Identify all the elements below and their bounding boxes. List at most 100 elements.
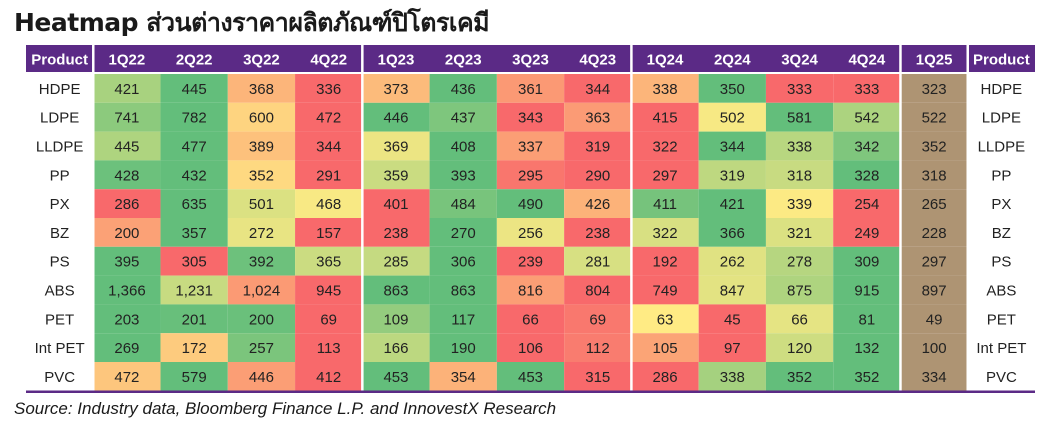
cell-value: 322 [653, 139, 678, 156]
heatmap-cell [631, 74, 699, 103]
heatmap-cell [698, 275, 766, 305]
cell-value: 363 [585, 110, 610, 127]
header-quarter-3Q24: 3Q24 [781, 52, 818, 69]
cell-value: 437 [451, 110, 476, 127]
heatmap-cell [227, 218, 296, 247]
cell-value: 333 [787, 81, 812, 98]
cell-value: 741 [114, 110, 139, 127]
heatmap-cell [93, 131, 161, 161]
cell-value: 600 [249, 110, 274, 127]
heatmap-cell [362, 275, 430, 305]
header-quarter-1Q23: 1Q23 [378, 52, 415, 69]
cell-value: 286 [653, 369, 678, 386]
cell-value: 359 [383, 167, 408, 184]
heatmap-cell [900, 275, 968, 305]
heatmap-cell [765, 362, 834, 391]
cell-value: 157 [316, 225, 341, 242]
cell-value: 579 [182, 369, 207, 386]
heatmap-cell [295, 304, 363, 334]
heatmap-cell [496, 74, 565, 103]
heatmap-cell [900, 189, 968, 218]
heatmap-cell [93, 160, 161, 190]
cell-value: 897 [922, 283, 947, 300]
heatmap-cell [631, 102, 699, 132]
cell-value: 344 [720, 139, 745, 156]
heatmap-cell [429, 160, 497, 190]
heatmap-cell [93, 102, 161, 132]
cell-value: 265 [922, 196, 947, 213]
cell-value: 1,366 [108, 283, 146, 300]
heatmap-cell [496, 160, 565, 190]
heatmap-cell [362, 131, 430, 161]
row-label-right-pet: PET [987, 311, 1016, 328]
heatmap-cell [429, 189, 497, 218]
header-quarter-4Q23: 4Q23 [579, 52, 616, 69]
cell-value: 238 [585, 225, 610, 242]
heatmap-cell [496, 304, 565, 334]
cell-value: 239 [518, 254, 543, 271]
heatmap-cell [833, 275, 901, 305]
heatmap-cell [227, 275, 296, 305]
heatmap-cell [900, 102, 968, 132]
heatmap-cell [631, 131, 699, 161]
cell-value: 338 [787, 139, 812, 156]
heatmap-cell [93, 333, 161, 362]
heatmap-cell [295, 74, 363, 103]
cell-value: 421 [114, 81, 139, 98]
cell-value: 286 [114, 196, 139, 213]
row-label-right-lldpe: LLDPE [978, 139, 1026, 156]
heatmap-cell [227, 131, 296, 161]
cell-value: 446 [383, 110, 408, 127]
heatmap-cell [429, 131, 497, 161]
row-label-right-bz: BZ [992, 225, 1011, 242]
heatmap-cell [833, 333, 901, 362]
heatmap-cell [362, 362, 430, 391]
heatmap-cell [227, 102, 296, 132]
header-quarter-1Q22: 1Q22 [109, 52, 146, 69]
cell-value: 295 [518, 167, 543, 184]
cell-value: 408 [451, 139, 476, 156]
cell-value: 446 [249, 369, 274, 386]
cell-value: 109 [383, 311, 408, 328]
cell-value: 472 [316, 110, 341, 127]
cell-value: 318 [787, 167, 812, 184]
heatmap-cell [900, 246, 968, 276]
row-label-right-pp: PP [991, 167, 1011, 184]
heatmap-cell [900, 362, 968, 391]
cell-value: 393 [451, 167, 476, 184]
heatmap-cell [160, 74, 228, 103]
heatmap-cell [564, 189, 632, 218]
cell-value: 328 [854, 167, 879, 184]
heatmap-cell [496, 333, 565, 362]
heatmap-cell [362, 189, 430, 218]
cell-value: 875 [787, 283, 812, 300]
heatmap-cell [564, 304, 632, 334]
cell-value: 192 [653, 254, 678, 271]
cell-value: 97 [724, 340, 741, 357]
heatmap-cell [227, 246, 296, 276]
heatmap-cell [631, 333, 699, 362]
cell-value: 502 [720, 110, 745, 127]
heatmap-cell [227, 189, 296, 218]
heatmap-cell [564, 74, 632, 103]
cell-value: 445 [114, 139, 139, 156]
heatmap-cell [698, 160, 766, 190]
heatmap-cell [698, 304, 766, 334]
cell-value: 816 [518, 283, 543, 300]
cell-value: 477 [182, 139, 207, 156]
heatmap-cell [160, 333, 228, 362]
heatmap-cell [362, 74, 430, 103]
cell-value: 342 [854, 139, 879, 156]
heatmap-cell [295, 102, 363, 132]
heatmap-cell [295, 333, 363, 362]
cell-value: 66 [522, 311, 539, 328]
heatmap-cell [227, 304, 296, 334]
heatmap-cell [93, 304, 161, 334]
heatmap-cell [295, 362, 363, 391]
cell-value: 319 [720, 167, 745, 184]
heatmap-cell [496, 102, 565, 132]
cell-value: 106 [518, 340, 543, 357]
heatmap-cell [833, 189, 901, 218]
cell-value: 321 [787, 225, 812, 242]
cell-value: 368 [249, 81, 274, 98]
